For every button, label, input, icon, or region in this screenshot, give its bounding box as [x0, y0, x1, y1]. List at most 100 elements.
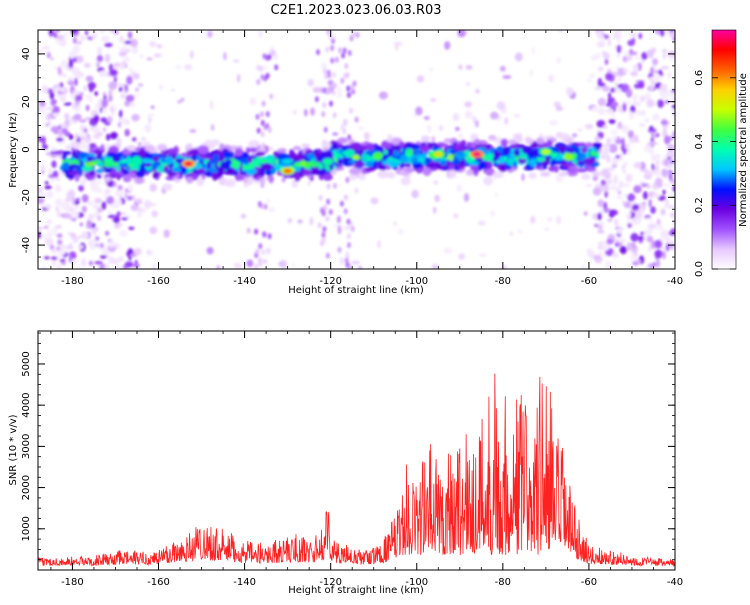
spectrogram-cell [301, 143, 310, 148]
spectrogram-cell [179, 165, 188, 174]
spectrogram-cell [654, 239, 663, 249]
spectrogram-cell [630, 71, 639, 77]
spectrogram-cell [650, 66, 654, 74]
spectrogram-cell [118, 83, 122, 87]
spectrogram-cell [46, 191, 54, 199]
spectrogram-cell [466, 141, 471, 149]
spectrogram-cell [64, 113, 70, 119]
spectrogram-cell [616, 195, 623, 200]
spectrogram-cell [262, 66, 269, 70]
spectrogram-cell [121, 217, 128, 221]
spectrogram-cell [637, 236, 645, 240]
spectrogram-cell [584, 211, 588, 216]
spectrogram-cell [609, 209, 618, 216]
spectrogram-cell [655, 177, 663, 187]
spectrogram-cell [101, 35, 110, 43]
spectrogram-cell [46, 230, 53, 238]
spectrogram-cell [630, 232, 639, 242]
spectrogram-cell [337, 137, 348, 144]
spectrogram-cell [325, 215, 330, 222]
spectrogram-cell [256, 79, 261, 85]
spectrogram-cell [587, 78, 593, 83]
spectrogram-cell [568, 168, 576, 174]
spectrogram-cell [249, 97, 257, 106]
spectrogram-cell [206, 247, 214, 255]
snr-y-label: SNR (10 * v/v) [8, 414, 19, 485]
spectrogram-cell [138, 148, 147, 157]
spectrogram-cell [258, 30, 263, 39]
spectrogram-cell [394, 144, 400, 151]
spectrogram-cell [627, 39, 635, 47]
spectrogram-cell [378, 163, 386, 170]
spectrogram-cell [616, 44, 622, 54]
spectrogram-cell [256, 127, 261, 134]
spectrogram-cell [596, 30, 604, 39]
spectrogram-cell [566, 87, 574, 96]
spectrogram-cell [629, 51, 638, 56]
spectrogram-cell [646, 235, 654, 243]
spectrogram-cell [670, 94, 675, 103]
spectrogram-cell [97, 188, 103, 194]
spectrogram-cell [261, 162, 273, 171]
spectrogram-cell [508, 139, 517, 145]
spectrogram-cell [473, 151, 481, 157]
spectrogram-cell [55, 184, 61, 193]
spectrogram-cell [597, 229, 605, 234]
spectrogram-cell [296, 153, 305, 160]
spectrogram-cell [652, 113, 660, 122]
spectrogram-cell [652, 58, 659, 66]
spectrogram-cell [56, 263, 62, 269]
spectrogram-cell [260, 74, 265, 81]
spectrogram-cell [127, 183, 134, 192]
spectrogram-cell [660, 208, 666, 216]
spectrogram-cell [617, 67, 624, 77]
spectrogram-cell [529, 69, 534, 77]
spectrogram-cell [56, 137, 64, 142]
spectrogram-cell [535, 156, 546, 162]
spectrogram-cell [274, 64, 279, 71]
spectrogram-cell [72, 37, 77, 44]
spectrogram-cell [120, 93, 126, 99]
spectrogram-cell [488, 136, 497, 141]
spectrogram-cell [98, 70, 108, 78]
spectrogram-cell [517, 229, 523, 234]
spectrogram-cell [671, 104, 675, 109]
spectrogram-cell [584, 123, 594, 130]
spectrogram-cell [513, 148, 521, 157]
spectrogram-cell [322, 173, 333, 181]
spectrogram-cell [347, 50, 352, 56]
spectrogram-cell [255, 156, 262, 165]
spectrogram-cell [104, 53, 111, 63]
spectrogram-cell [48, 30, 55, 37]
spectrogram-cell [663, 155, 668, 160]
spectrogram-cell [662, 129, 668, 138]
spectrogram-cell [289, 152, 297, 160]
spectrogram-cell [434, 151, 443, 157]
spectrogram-cell [73, 205, 80, 210]
spectrogram-cell [217, 165, 225, 173]
spectrogram-cell [96, 62, 101, 68]
spectrogram-cell [451, 159, 462, 165]
spectrogram-cell [635, 109, 642, 116]
spectrogram-cell [640, 231, 645, 236]
spectrogram-cell [597, 199, 604, 208]
spectrogram-cell [344, 149, 355, 158]
spectrogram-cell [186, 176, 194, 184]
spectrogram-cell [110, 131, 118, 140]
spectrogram-cell [365, 161, 374, 167]
spectrogram-cell [83, 85, 87, 92]
spectrogram-cell [355, 32, 360, 38]
spectrogram-cell [108, 63, 114, 72]
spectrogram-cell [606, 238, 614, 245]
spectrogram-cell [137, 83, 144, 87]
spectrogram-cell [163, 165, 169, 173]
spectrogram-cell [64, 204, 72, 212]
spectrogram-cell [246, 227, 251, 234]
spectrogram-cell [42, 46, 50, 50]
spectrogram-cell [63, 102, 73, 106]
spectrogram-cell [188, 148, 200, 156]
spectrogram-cell [546, 140, 553, 147]
spectrogram-cell [62, 162, 71, 170]
spectrogram-cell [183, 63, 193, 71]
y-tick-label: -40 [21, 237, 32, 253]
